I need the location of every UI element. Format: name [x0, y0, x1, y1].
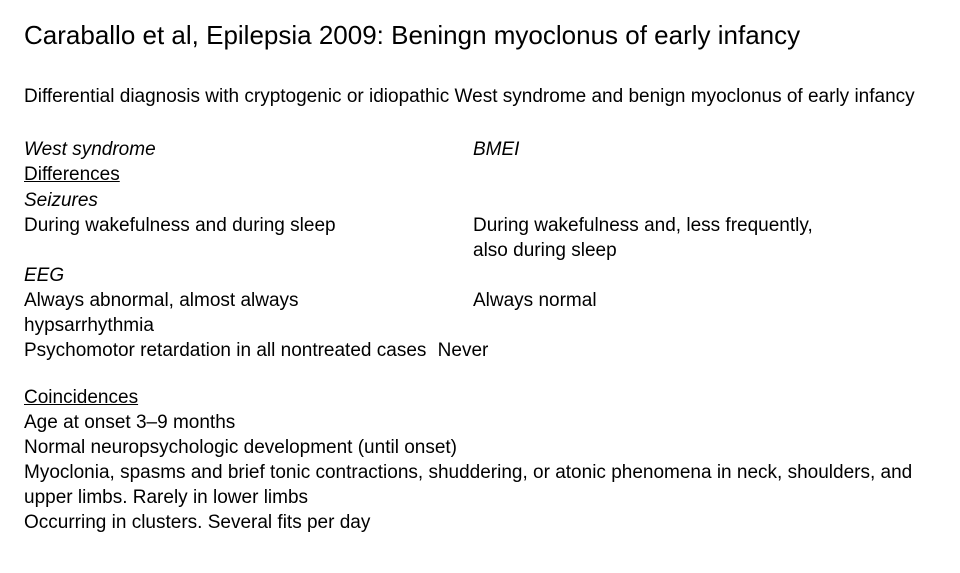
- comparison-table: West syndrome Differences Seizures Durin…: [24, 137, 936, 363]
- bmei-seizures-value-line2: also during sleep: [473, 238, 936, 263]
- eeg-heading: EEG: [24, 263, 469, 288]
- blank-row: [473, 313, 936, 338]
- west-psychomotor-value: Psychomotor retardation in all nontreate…: [24, 338, 469, 363]
- column-bmei: BMEI During wakefulness and, less freque…: [469, 137, 936, 363]
- col-header-bmei: BMEI: [473, 137, 936, 162]
- page-title: Caraballo et al, Epilepsia 2009: Beningn…: [24, 18, 936, 52]
- blank-row: [473, 338, 936, 363]
- blank-row: [473, 263, 936, 288]
- west-eeg-value-line2: hypsarrhythmia: [24, 313, 469, 338]
- seizures-heading: Seizures: [24, 188, 469, 213]
- subtitle: Differential diagnosis with cryptogenic …: [24, 84, 936, 109]
- west-psychomotor-text: Psychomotor retardation in all nontreate…: [24, 340, 426, 361]
- differences-heading: Differences: [24, 162, 469, 187]
- bmei-eeg-value: Always normal: [473, 288, 936, 313]
- document-page: Caraballo et al, Epilepsia 2009: Beningn…: [0, 0, 960, 536]
- column-west-syndrome: West syndrome Differences Seizures Durin…: [24, 137, 469, 363]
- coincidence-item: Occurring in clusters. Several fits per …: [24, 510, 936, 535]
- col-header-west: West syndrome: [24, 137, 469, 162]
- blank-row: [473, 162, 936, 187]
- coincidence-item: Age at onset 3–9 months: [24, 410, 936, 435]
- bmei-seizures-value-line1: During wakefulness and, less frequently,: [473, 213, 936, 238]
- spacer-row: [24, 238, 469, 263]
- west-eeg-value-line1: Always abnormal, almost always: [24, 288, 469, 313]
- coincidences-section: Coincidences Age at onset 3–9 months Nor…: [24, 385, 936, 535]
- west-seizures-value: During wakefulness and during sleep: [24, 213, 469, 238]
- coincidence-item: Normal neuropsychologic development (unt…: [24, 435, 936, 460]
- coincidences-heading: Coincidences: [24, 385, 936, 410]
- blank-row: [473, 188, 936, 213]
- coincidence-item: Myoclonia, spasms and brief tonic contra…: [24, 460, 936, 510]
